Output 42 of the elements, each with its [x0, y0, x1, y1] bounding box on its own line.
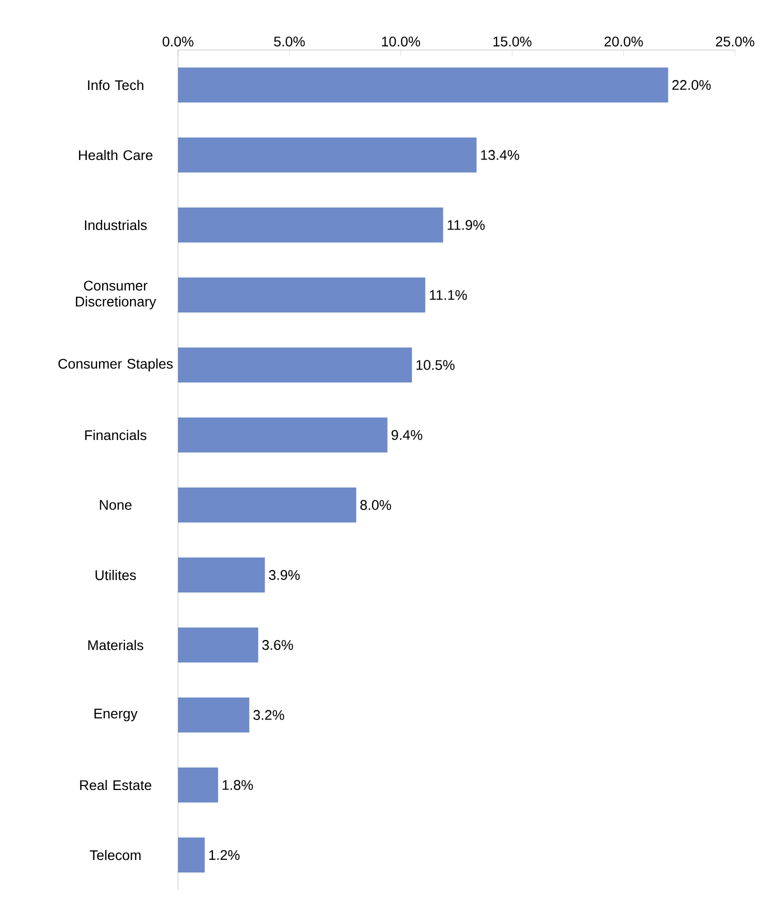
x-tick-label: 20.0% — [604, 36, 643, 46]
bar — [178, 208, 444, 242]
data-label: 22.0% — [672, 80, 711, 90]
y-tick-label: Health Care — [79, 150, 152, 160]
bar — [178, 698, 250, 733]
x-tick-label: 10.0% — [382, 36, 420, 46]
y-tick-label: None — [100, 500, 132, 510]
x-tick-label: 25.0% — [716, 36, 754, 46]
y-tick-label: Telecom — [90, 850, 141, 860]
bar — [178, 278, 426, 312]
bar — [178, 348, 412, 382]
data-label: 1.2% — [209, 850, 240, 860]
x-tick-label: 15.0% — [493, 36, 532, 46]
data-label: 1.8% — [222, 780, 253, 790]
y-tick-label: Energy — [94, 708, 138, 722]
bar — [178, 628, 258, 662]
bar — [178, 488, 356, 522]
bar — [178, 838, 205, 872]
data-label: 3.6% — [262, 640, 294, 650]
y-tick-label: Consumer Discretionary — [76, 280, 156, 310]
data-label: 8.0% — [360, 500, 392, 510]
bar — [178, 768, 218, 802]
data-label: 9.4% — [392, 430, 422, 440]
y-tick-label: Info Tech — [88, 80, 144, 90]
bar — [178, 558, 265, 592]
y-tick-label: Consumer Staples — [58, 358, 173, 372]
y-tick-label: Materials — [88, 640, 144, 650]
y-tick-label: Financials — [85, 430, 146, 440]
bar — [178, 418, 388, 452]
data-label: 3.9% — [268, 570, 300, 580]
bar — [178, 67, 668, 102]
y-tick-label: Utilites — [96, 570, 136, 580]
x-tick-label: 5.0% — [274, 36, 305, 46]
bar — [178, 138, 477, 172]
data-label: 11.9% — [448, 220, 485, 230]
y-tick-label: Real Estate — [80, 780, 152, 790]
x-tick-label: 0.0% — [162, 36, 194, 46]
data-label: 10.5% — [416, 360, 455, 370]
data-label: 11.1% — [430, 290, 467, 300]
data-label: 3.2% — [253, 710, 284, 720]
data-label: 13.4% — [481, 150, 520, 160]
y-tick-label: Industrials — [84, 220, 147, 230]
